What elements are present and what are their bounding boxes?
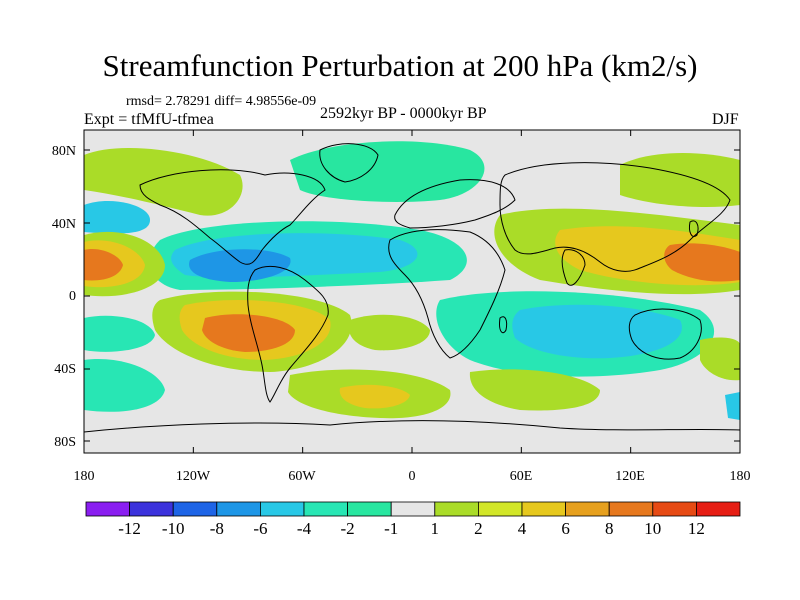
contour-band — [620, 153, 740, 207]
colorbar-swatch — [216, 501, 261, 517]
contour-band — [290, 141, 485, 202]
colorbar-swatch — [608, 501, 654, 517]
colorbar-label: 10 — [644, 519, 661, 538]
europe-coastline — [394, 179, 516, 229]
contour-fields — [84, 141, 740, 420]
lat-tick-label: 40N — [52, 217, 76, 232]
colorbar-label: -1 — [384, 519, 398, 538]
contour-band — [700, 337, 740, 381]
asia-coastline — [499, 162, 731, 272]
colorbar-swatch — [521, 501, 566, 517]
stats-text: rmsd= 2.78291 diff= 4.98556e-09 — [126, 94, 317, 109]
australia-coastline — [628, 308, 702, 360]
south-america-coastline — [247, 265, 329, 403]
colorbar-swatch — [477, 501, 523, 517]
colorbar-swatch — [129, 501, 174, 517]
contour-band — [469, 369, 600, 411]
colorbar-label: 8 — [605, 519, 614, 538]
india-coastline — [561, 249, 586, 286]
experiment-label: Expt = tfMfU-tfmea — [84, 111, 214, 128]
lon-tick-label: 120E — [615, 469, 645, 484]
colorbar-swatch — [347, 501, 392, 517]
colorbar-swatch — [565, 501, 610, 517]
contour-band — [84, 359, 165, 412]
colorbar-label: -4 — [297, 519, 312, 538]
colorbar-swatch — [303, 501, 348, 517]
contour-band — [348, 314, 430, 351]
lon-tick-label: 180 — [74, 469, 95, 484]
contour-band — [84, 147, 243, 216]
colorbar-swatch — [390, 501, 436, 517]
colorbar-swatch — [696, 501, 741, 517]
contour-band — [664, 243, 740, 282]
map-area — [83, 129, 741, 454]
colorbar-swatch — [652, 501, 697, 517]
lon-tick-label: 120W — [176, 469, 211, 484]
colorbar-label: 1 — [431, 519, 440, 538]
axis-ticks — [83, 130, 741, 453]
lon-tick-label: 0 — [409, 469, 416, 484]
colorbar-label: -10 — [162, 519, 185, 538]
chart-title: Streamfunction Perturbation at 200 hPa (… — [102, 48, 698, 83]
lon-tick-label: 60W — [288, 469, 316, 484]
contour-band — [189, 249, 291, 282]
season-label: DJF — [712, 111, 739, 128]
contour-band — [84, 200, 150, 234]
colorbar-label: 6 — [561, 519, 570, 538]
lon-tick-label: 60E — [510, 469, 533, 484]
colorbar-label: 4 — [518, 519, 527, 538]
lat-tick-label: 0 — [69, 289, 76, 304]
madagascar-coastline — [499, 316, 508, 334]
colorbar-swatch — [172, 501, 218, 517]
colorbar-swatch — [85, 501, 130, 517]
africa-coastline — [388, 229, 506, 359]
contour-band — [84, 315, 155, 352]
colorbar-swatch — [259, 501, 305, 517]
lon-axis-labels: 180 120W 60W 0 60E 120E 180 — [74, 469, 751, 484]
colorbar-label: 2 — [474, 519, 483, 538]
period-label: 2592kyr BP - 0000kyr BP — [320, 105, 487, 122]
lon-tick-label: 180 — [730, 469, 751, 484]
contour-band — [725, 392, 740, 420]
colorbar-label: -6 — [253, 519, 267, 538]
contour-band — [202, 314, 295, 352]
lat-tick-label: 80N — [52, 144, 76, 159]
lat-axis-labels: 80N 40N 0 40S 80S — [52, 144, 76, 450]
colorbar-swatch — [434, 501, 479, 517]
colorbar-label: 12 — [688, 519, 705, 538]
japan-coastline — [689, 220, 699, 237]
colorbar-label: -12 — [118, 519, 141, 538]
contour-band — [512, 304, 682, 359]
north-america-coastline — [139, 169, 326, 265]
contour-band — [339, 384, 410, 409]
colorbar-label: -8 — [210, 519, 224, 538]
colorbar — [85, 501, 741, 517]
antarctica-coastline — [84, 420, 740, 433]
lat-tick-label: 40S — [54, 362, 76, 377]
contour-band — [84, 249, 123, 281]
colorbar-labels: -12 -10 -8 -6 -4 -2 -1 1 2 4 6 8 10 12 — [118, 519, 705, 538]
lat-tick-label: 80S — [54, 435, 76, 450]
colorbar-label: -2 — [341, 519, 355, 538]
greenland-coastline — [319, 143, 379, 183]
coastlines — [84, 143, 740, 433]
